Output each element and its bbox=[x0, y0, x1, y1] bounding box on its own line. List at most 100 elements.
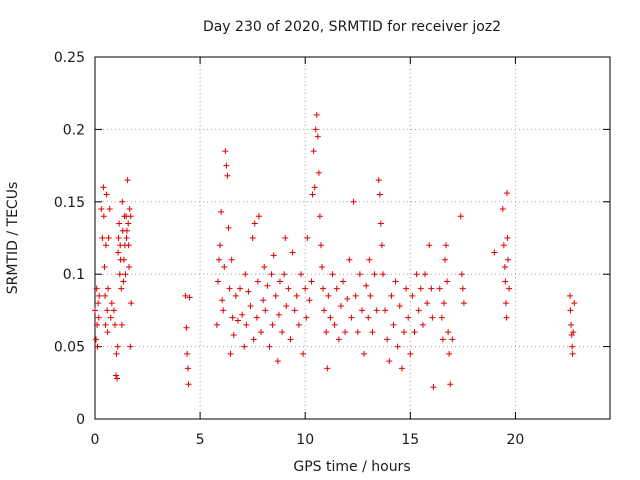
x-tick-label: 15 bbox=[401, 432, 419, 448]
data-point bbox=[114, 375, 121, 382]
data-point bbox=[424, 300, 431, 307]
data-point bbox=[255, 213, 262, 220]
data-point bbox=[221, 263, 228, 270]
data-point bbox=[401, 329, 407, 336]
data-point bbox=[226, 285, 233, 292]
data-point bbox=[311, 184, 318, 191]
data-point bbox=[502, 278, 509, 285]
data-point bbox=[115, 235, 122, 241]
data-point bbox=[350, 198, 357, 205]
data-point bbox=[98, 206, 105, 213]
data-point bbox=[110, 307, 117, 314]
data-point bbox=[335, 336, 342, 343]
data-point bbox=[183, 324, 190, 331]
data-point bbox=[237, 285, 244, 292]
data-point bbox=[120, 278, 127, 285]
data-point bbox=[352, 292, 359, 299]
data-point bbox=[313, 111, 320, 118]
data-point bbox=[220, 307, 227, 314]
data-point bbox=[108, 300, 115, 307]
data-point bbox=[298, 271, 304, 278]
data-point bbox=[182, 292, 189, 299]
data-point bbox=[504, 190, 510, 197]
data-point bbox=[376, 191, 383, 198]
data-point bbox=[253, 314, 260, 321]
data-point bbox=[443, 242, 450, 249]
data-point bbox=[287, 336, 294, 343]
x-tick-label: 10 bbox=[296, 432, 314, 448]
data-point bbox=[321, 307, 328, 314]
y-tick-label: 0.05 bbox=[54, 340, 85, 356]
data-point bbox=[125, 220, 132, 227]
data-point bbox=[500, 242, 507, 249]
y-tick-label: 0 bbox=[76, 412, 85, 428]
data-point bbox=[116, 271, 123, 278]
data-point bbox=[95, 314, 102, 321]
data-point bbox=[356, 271, 363, 278]
data-point bbox=[441, 256, 448, 263]
data-point bbox=[227, 350, 234, 357]
data-point bbox=[243, 321, 250, 328]
data-point bbox=[241, 343, 248, 350]
data-point bbox=[429, 314, 436, 321]
data-point bbox=[413, 271, 420, 278]
data-point bbox=[93, 336, 100, 343]
data-point bbox=[281, 271, 288, 278]
data-point bbox=[262, 307, 269, 314]
data-point bbox=[340, 278, 347, 285]
data-point bbox=[568, 321, 575, 328]
data-point bbox=[570, 329, 577, 336]
data-point bbox=[102, 292, 109, 299]
data-point bbox=[247, 303, 254, 310]
data-point bbox=[411, 329, 418, 336]
data-point bbox=[121, 256, 128, 263]
data-point bbox=[266, 343, 273, 350]
data-point bbox=[366, 256, 373, 263]
data-point bbox=[505, 256, 512, 263]
data-point bbox=[306, 297, 313, 304]
data-point bbox=[319, 263, 326, 270]
data-point bbox=[302, 285, 309, 292]
y-tick-label: 0.25 bbox=[54, 50, 85, 66]
data-point bbox=[115, 249, 122, 256]
data-point bbox=[375, 177, 382, 184]
data-point bbox=[300, 350, 307, 357]
data-point bbox=[312, 126, 319, 133]
data-point bbox=[348, 314, 355, 321]
data-point bbox=[124, 177, 131, 184]
data-point bbox=[459, 285, 466, 292]
data-point bbox=[232, 292, 239, 299]
data-point bbox=[440, 300, 447, 307]
data-point bbox=[100, 184, 107, 191]
data-point bbox=[503, 314, 510, 321]
data-point bbox=[405, 314, 412, 321]
data-point bbox=[105, 285, 112, 292]
data-point bbox=[458, 271, 465, 278]
data-point bbox=[331, 321, 338, 328]
data-point bbox=[310, 148, 317, 155]
data-point bbox=[282, 235, 289, 241]
data-point bbox=[234, 317, 241, 324]
data-point bbox=[127, 343, 134, 350]
data-point bbox=[388, 292, 395, 299]
data-point bbox=[430, 384, 437, 391]
data-point bbox=[384, 336, 391, 343]
data-point bbox=[249, 235, 256, 241]
data-point bbox=[436, 285, 443, 292]
data-point bbox=[361, 350, 368, 357]
data-point bbox=[250, 336, 257, 343]
data-point bbox=[394, 343, 401, 350]
data-point bbox=[94, 343, 101, 350]
data-point bbox=[230, 332, 237, 339]
data-point bbox=[224, 172, 231, 179]
data-point bbox=[118, 285, 125, 292]
data-point bbox=[417, 285, 424, 292]
data-point bbox=[119, 198, 126, 205]
axis-ticks: 0 0.05 0.1 0.15 0.2 0.25 0 5 10 15 20 bbox=[54, 50, 610, 448]
data-point bbox=[426, 242, 433, 249]
data-point bbox=[320, 285, 327, 292]
data-point bbox=[569, 343, 576, 350]
data-point bbox=[258, 329, 265, 336]
data-point bbox=[229, 314, 236, 321]
